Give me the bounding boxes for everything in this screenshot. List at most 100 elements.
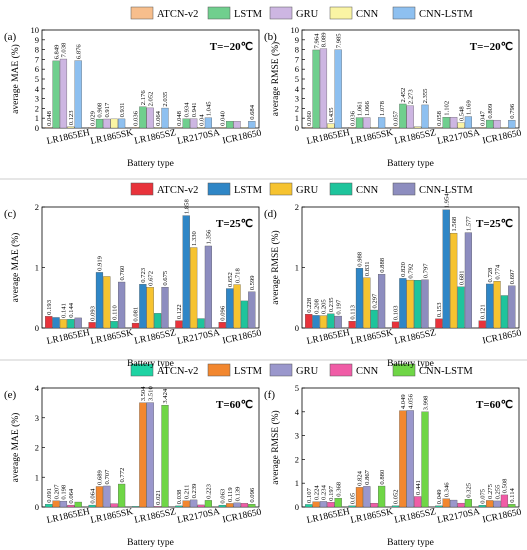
bar [478, 320, 486, 329]
legend-swatch [269, 363, 293, 377]
data-label: 0.684 [249, 104, 256, 120]
data-label: 0.122 [176, 304, 183, 319]
data-label: 0.675 [162, 270, 169, 286]
data-label: 0.04 [198, 114, 205, 126]
data-label: 0.052 [393, 489, 400, 504]
bar [52, 60, 60, 129]
legend-swatch [392, 363, 416, 377]
x-tick-label: LR1865EH [46, 128, 91, 147]
y-tick-label: 1 [295, 478, 299, 488]
data-label: 8.089 [321, 32, 328, 48]
data-label: 0.198 [61, 484, 68, 500]
data-label: 0.121 [480, 304, 487, 319]
x-tick-label: LR1865SK [350, 507, 395, 526]
temperature-label: T=−20℃ [210, 41, 253, 53]
bar [59, 500, 68, 508]
bar [457, 286, 465, 329]
bar [500, 127, 509, 129]
bar [175, 127, 183, 129]
legend-swatch [269, 6, 293, 20]
bar [391, 127, 400, 129]
legend-swatch [269, 182, 293, 196]
temperature-label: T=−20℃ [470, 41, 513, 53]
data-label: 0.797 [422, 263, 429, 279]
bar [161, 287, 169, 329]
legend-swatch [207, 182, 231, 196]
bar [226, 121, 234, 129]
bar [131, 127, 140, 129]
data-label: 0.824 [357, 470, 364, 486]
bar [363, 486, 371, 508]
data-label: 0.792 [408, 264, 415, 279]
bar [450, 117, 458, 129]
bar [378, 485, 386, 508]
y-axis-title: average MAE (%) [10, 413, 21, 483]
bar [435, 318, 443, 329]
bar [95, 118, 104, 129]
data-label: 1.954 [444, 193, 451, 209]
bar [161, 404, 169, 508]
panel-label: (c) [4, 208, 17, 220]
legend-label: CNN [356, 366, 379, 377]
data-label: 0.153 [436, 302, 443, 318]
data-label: 0.441 [415, 480, 422, 495]
y-tick-label: 8 [35, 45, 39, 55]
data-label: 2.035 [162, 91, 169, 107]
bar [67, 319, 75, 329]
data-label: 0.325 [466, 482, 473, 498]
bar [95, 486, 104, 508]
data-label: 0.075 [480, 488, 487, 504]
data-label: 0.934 [184, 102, 191, 118]
legend-label: ATCN-v2 [157, 9, 198, 20]
bar [421, 411, 429, 508]
data-label: 0.831 [364, 261, 371, 276]
data-label: 1.078 [379, 100, 386, 116]
bar [319, 501, 328, 508]
y-tick-label: 1 [35, 472, 39, 482]
y-tick-label: 4 [295, 407, 300, 417]
bar [118, 483, 126, 508]
legend-label: GRU [296, 366, 319, 377]
bar [110, 321, 118, 329]
data-label: 0.880 [379, 469, 386, 485]
bar [59, 319, 68, 329]
bar [508, 285, 516, 329]
y-tick-label: 0 [35, 123, 39, 133]
data-label: 0.707 [104, 469, 111, 485]
data-label: 0.718 [234, 268, 241, 284]
y-tick-label: 2 [295, 103, 299, 113]
data-label: 1.061 [357, 101, 364, 116]
bar [478, 505, 486, 508]
legend-swatch [130, 6, 154, 20]
bar [355, 117, 364, 129]
legend-label: GRU [296, 185, 319, 196]
bar [334, 49, 342, 129]
data-label: 6.849 [53, 44, 60, 60]
bar [240, 503, 249, 508]
bar [154, 506, 162, 508]
x-tick-label: ICR18650 [482, 328, 523, 346]
data-label: 0.208 [313, 298, 320, 314]
legend-label: LSTM [234, 9, 263, 20]
data-label: 0.760 [119, 265, 126, 281]
y-axis-title: average RMSE (%) [270, 230, 281, 304]
data-label: 2.052 [148, 92, 155, 107]
chart-panel: 0 1 2 3 4 average MAE (%) Battery type (e) T=60℃… [4, 383, 263, 548]
bar [334, 315, 342, 329]
bar [146, 107, 154, 129]
y-tick-label: 4 [35, 383, 40, 393]
bar [421, 279, 429, 329]
bar [233, 284, 241, 329]
bar [146, 287, 154, 329]
data-label: 0.652 [227, 272, 234, 287]
bar [355, 268, 364, 329]
data-label: 0.508 [502, 478, 509, 494]
temperature-label: T=60℃ [216, 399, 253, 411]
bar [348, 321, 356, 329]
data-label: 0.205 [321, 299, 328, 315]
data-label: 0.064 [89, 488, 96, 504]
data-label: 0.036 [133, 110, 140, 126]
y-tick-label: 5 [35, 74, 39, 84]
bar [391, 321, 400, 329]
